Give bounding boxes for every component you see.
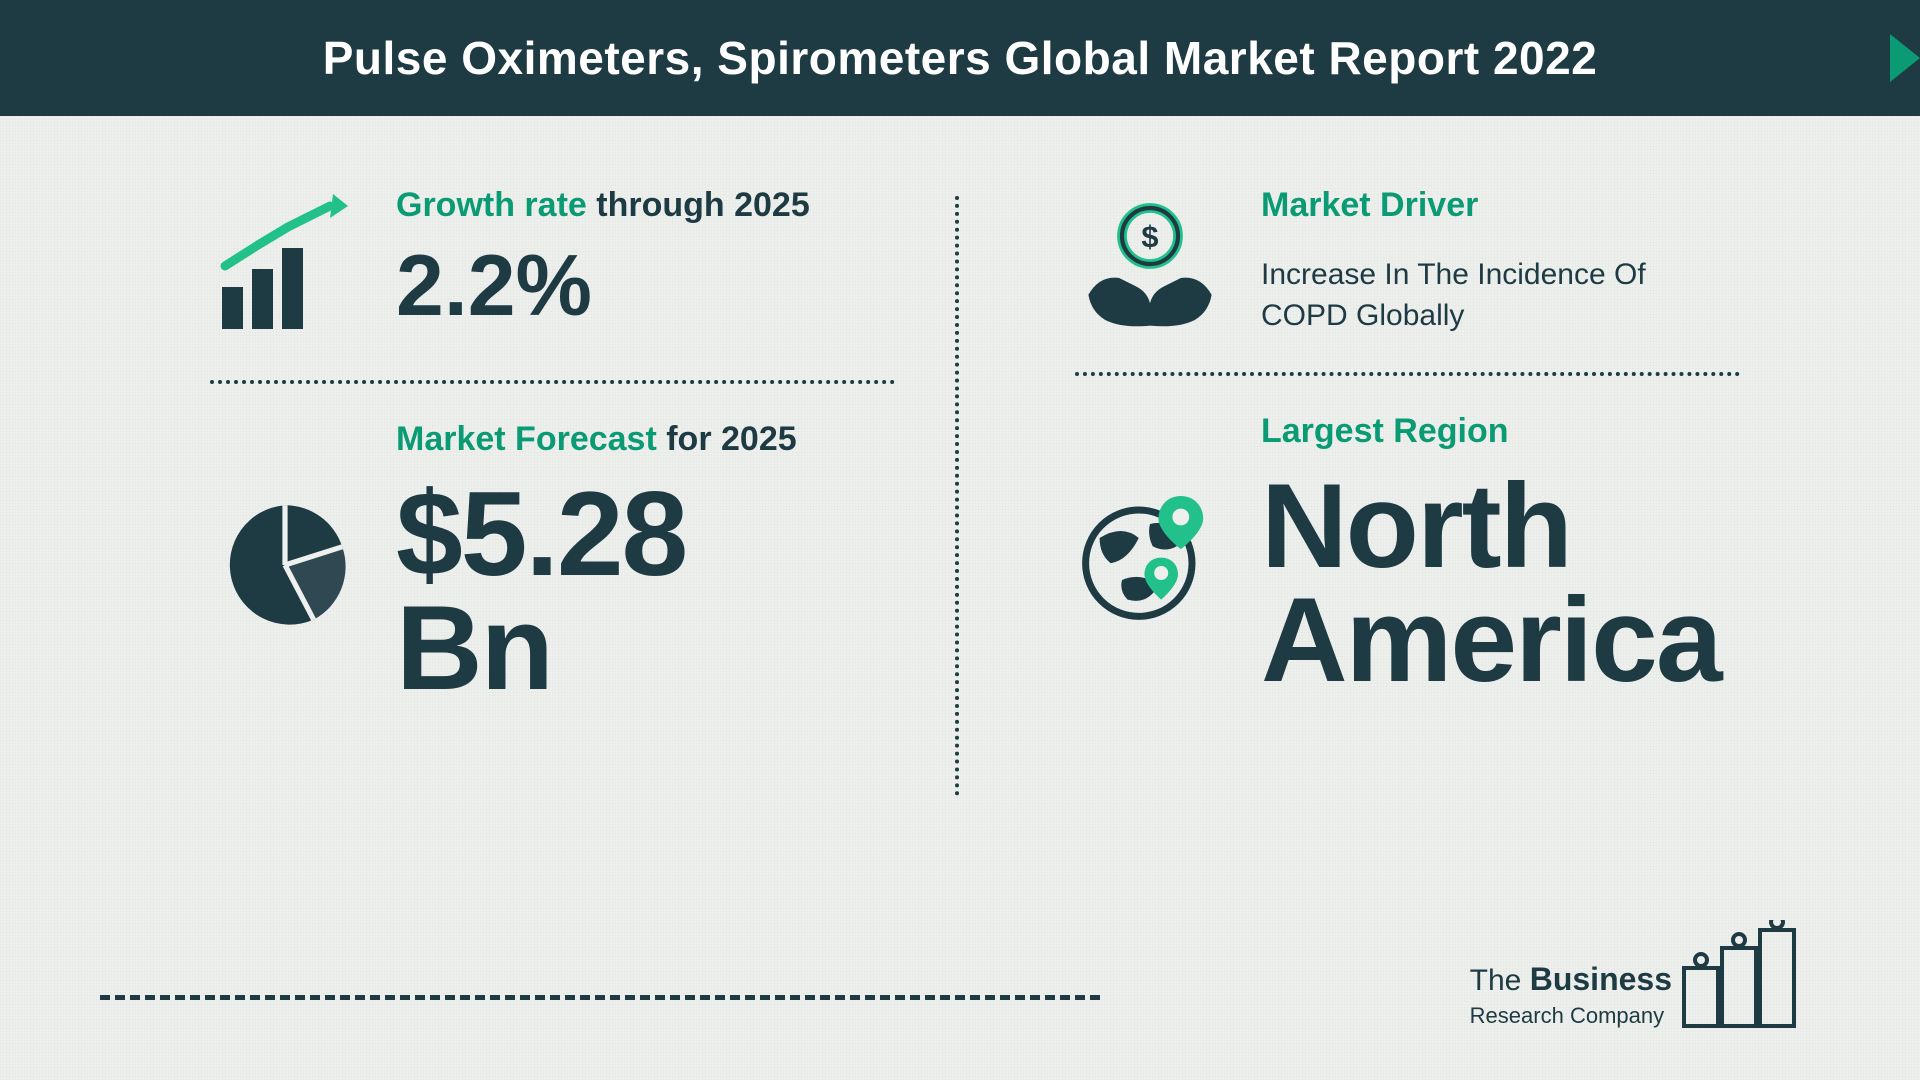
logo-text: The Business Research Company: [1470, 962, 1672, 1030]
growth-label-sub: through 2025: [596, 186, 809, 224]
forecast-text: Market Forecast for 2025 $5.28 Bn: [396, 420, 895, 705]
pie-chart-icon: [210, 420, 360, 630]
arrow-right-icon: [1890, 34, 1920, 82]
driver-text-wrap: Market Driver Increase In The Incidence …: [1261, 186, 1740, 336]
forecast-label-sub: for 2025: [666, 420, 796, 458]
page-title: Pulse Oximeters, Spirometers Global Mark…: [323, 31, 1598, 85]
growth-label: Growth rate through 2025: [396, 186, 895, 225]
globe-pins-icon: [1075, 412, 1225, 622]
bottom-dashed-line: [100, 995, 1100, 1000]
growth-value: 2.2%: [396, 243, 895, 329]
region-text-wrap: Largest Region North America: [1261, 412, 1740, 697]
driver-label: Market Driver: [1261, 186, 1740, 225]
right-column: $ Market Driver Increase In The Incidenc…: [1015, 186, 1740, 705]
hands-coin-icon: $: [1075, 186, 1225, 334]
growth-text: Growth rate through 2025 2.2%: [396, 186, 895, 329]
region-value: North America: [1261, 469, 1740, 697]
driver-description: Increase In The Incidence Of COPD Global…: [1261, 255, 1740, 336]
growth-rate-block: Growth rate through 2025 2.2%: [210, 186, 895, 344]
svg-text:$: $: [1141, 219, 1158, 254]
logo-buildings-icon: [1680, 920, 1800, 1030]
region-label: Largest Region: [1261, 412, 1740, 451]
left-column: Growth rate through 2025 2.2%: [170, 186, 895, 705]
forecast-value-l2: Bn: [396, 581, 552, 715]
h-divider-right: [1075, 372, 1740, 376]
forecast-label-main: Market Forecast: [396, 420, 657, 458]
market-driver-block: $ Market Driver Increase In The Incidenc…: [1075, 186, 1740, 336]
growth-chart-icon: [210, 186, 360, 344]
logo-line1: The: [1470, 964, 1522, 997]
forecast-value: $5.28 Bn: [396, 477, 895, 705]
forecast-block: Market Forecast for 2025 $5.28 Bn: [210, 420, 895, 705]
largest-region-block: Largest Region North America: [1075, 412, 1740, 697]
content-area: Growth rate through 2025 2.2%: [0, 116, 1920, 1080]
logo-line2: Business: [1530, 961, 1672, 997]
info-grid: Growth rate through 2025 2.2%: [170, 186, 1740, 705]
vertical-divider: [955, 196, 959, 796]
growth-label-main: Growth rate: [396, 186, 587, 224]
forecast-label: Market Forecast for 2025: [396, 420, 895, 459]
header-bar: Pulse Oximeters, Spirometers Global Mark…: [0, 0, 1920, 116]
region-value-l2: America: [1261, 573, 1721, 707]
logo-line3: Research Company: [1470, 1003, 1664, 1028]
h-divider-left: [210, 380, 895, 384]
brand-logo: The Business Research Company: [1470, 920, 1800, 1030]
